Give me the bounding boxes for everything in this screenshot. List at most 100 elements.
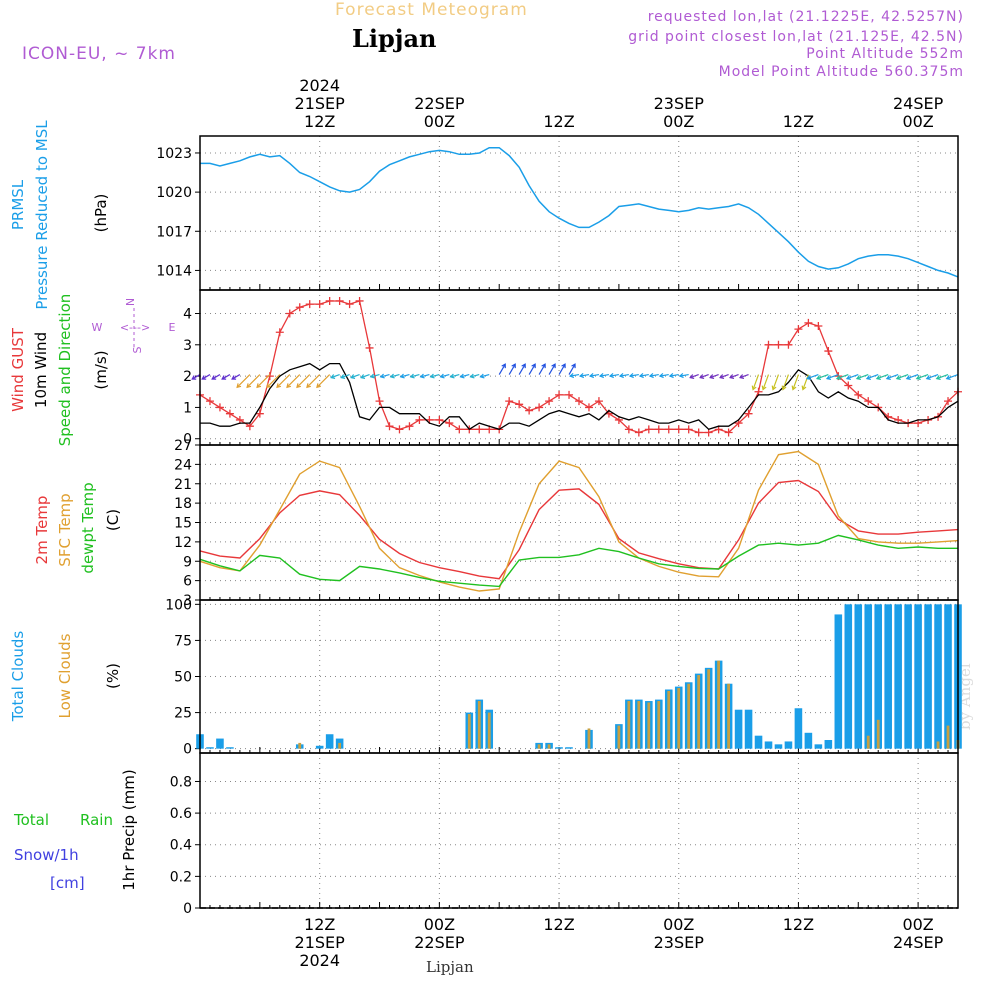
requested-lonlat: requested lon,lat (21.1225E, 42.5257N) (647, 9, 964, 25)
wind-arrowhead (719, 374, 725, 379)
y-tick-label: 6 (183, 574, 192, 590)
wind-arrowhead (835, 375, 842, 381)
wind-arrowhead (246, 383, 252, 389)
wind-arrowhead (588, 373, 595, 379)
low-cloud-bar (866, 735, 870, 749)
gust-marker (335, 296, 344, 305)
wind-direction-arrow (762, 374, 770, 390)
gust-marker (475, 425, 484, 434)
gust-marker (654, 425, 663, 434)
wind-direction-arrow (826, 373, 839, 380)
wind-direction-arrow (856, 373, 869, 380)
total-cloud-bar (315, 745, 324, 749)
precip-axis-label: 1hr Precip (mm) (120, 769, 138, 890)
wind-arrowhead (231, 375, 237, 380)
gust-marker (455, 425, 464, 434)
wind-direction-arrow (498, 363, 506, 375)
wind-unit: (m/s) (92, 350, 110, 389)
compass-south: S (131, 346, 144, 353)
wind-arrowhead (479, 373, 485, 379)
gust-marker (784, 340, 793, 349)
wind-arrowhead (459, 373, 465, 379)
wind-direction-arrow (508, 363, 516, 375)
wind-direction-arrow (340, 373, 350, 379)
rain-label-total: Total (13, 811, 49, 829)
wind-direction-arrow (360, 373, 370, 379)
total-cloud-bar (834, 614, 843, 749)
rain-label-rain: Rain (80, 811, 113, 829)
gust-marker (295, 303, 304, 312)
wind-arrowhead (221, 375, 227, 380)
gust-marker (215, 403, 224, 412)
gust-marker (854, 390, 863, 399)
wind-direction-arrow (470, 373, 480, 378)
bottom-time-label: 12Z (543, 915, 574, 934)
gust-marker (814, 322, 823, 331)
wind-direction-arrow (739, 373, 749, 379)
wind-arrowhead (511, 363, 516, 369)
gust-marker (724, 428, 733, 437)
wind-direction-arrow (480, 373, 490, 378)
wind-arrowhead (801, 385, 807, 391)
low-cloud-bar (707, 669, 711, 749)
top-time-label: 00Z (424, 112, 455, 131)
wind-arrowhead (805, 375, 812, 381)
total-cloud-bar (794, 708, 803, 749)
y-tick-label: 4 (183, 306, 192, 322)
wind-direction-arrow (221, 374, 231, 380)
wind-arrowhead (628, 373, 634, 379)
wind-direction-arrow (548, 363, 556, 375)
low-cloud-bar (298, 742, 302, 749)
wind-direction-arrow (580, 373, 590, 377)
wind-direction-arrow (816, 373, 829, 380)
gust-marker (864, 397, 873, 406)
top-time-label: 21SEP (295, 94, 346, 113)
wind-arrowhead (350, 374, 356, 379)
wind-arrowhead (211, 375, 217, 380)
wind-direction-arrow (669, 373, 679, 377)
total-cloud-bar (754, 735, 763, 749)
gust-marker (594, 397, 603, 406)
total-cloud-bar (814, 744, 823, 749)
gust-marker (644, 425, 653, 434)
wind-arrowhead (330, 374, 336, 379)
wind-direction-arrow (946, 373, 959, 380)
panel-frame (199, 752, 959, 909)
snow-unit-label: [cm] (50, 874, 85, 892)
wind-arrowhead (709, 374, 715, 379)
low-cloud-bar (587, 728, 591, 749)
wind-arrowhead (905, 375, 911, 381)
y-tick-label: 0 (183, 901, 192, 917)
total-clouds-axis-label: Total Clouds (9, 631, 27, 723)
bottom-time-label: 21SEP (295, 933, 346, 952)
wind-direction-arrow (276, 374, 291, 388)
wind-arrowhead (618, 373, 624, 379)
wind-direction-arrow (410, 373, 420, 378)
gust-marker (684, 425, 693, 434)
bottom-time-label: 00Z (902, 915, 933, 934)
wind-direction-arrow (256, 374, 271, 388)
wind-direction-arrow (886, 373, 899, 380)
gust-marker (525, 406, 534, 415)
wind-arrowhead (201, 375, 207, 380)
wind-direction-arrow (420, 373, 430, 378)
wind-arrowhead (668, 373, 674, 379)
panel-frame (199, 135, 959, 291)
low-cloud-bar (547, 744, 551, 749)
wind-arrowhead (571, 363, 576, 369)
wind-line (200, 362, 959, 431)
temp-line-dewpt (199, 534, 958, 588)
wind-arrowhead (399, 373, 405, 379)
low-clouds-axis-label: Low Clouds (56, 633, 74, 718)
wind-arrowhead (845, 375, 852, 381)
gust-marker (535, 403, 544, 412)
y-tick-label: 1023 (156, 146, 192, 162)
wind-arrowhead (296, 383, 302, 389)
wind-direction-arrow (316, 374, 331, 388)
low-cloud-bar (717, 660, 721, 749)
gust-marker (375, 397, 384, 406)
wind-direction-arrow (266, 374, 281, 388)
panel-frame (199, 289, 959, 446)
wind-direction-arrow (659, 373, 669, 377)
y-tick-label: 18 (174, 496, 192, 512)
